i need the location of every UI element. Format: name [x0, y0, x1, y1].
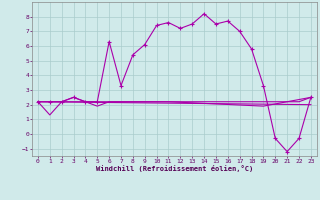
X-axis label: Windchill (Refroidissement éolien,°C): Windchill (Refroidissement éolien,°C) [96, 165, 253, 172]
